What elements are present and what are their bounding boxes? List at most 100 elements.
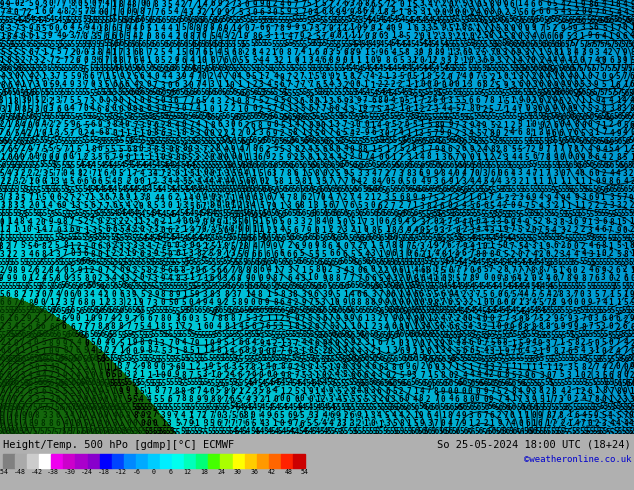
Text: 0: 0 — [174, 298, 179, 307]
Text: 54: 54 — [522, 258, 532, 267]
Text: 56: 56 — [313, 282, 322, 291]
Text: 54: 54 — [12, 16, 22, 24]
Text: 56: 56 — [278, 210, 287, 219]
Text: 5: 5 — [623, 297, 628, 307]
Text: 4: 4 — [496, 193, 501, 202]
Text: 9: 9 — [587, 8, 592, 17]
Text: 6: 6 — [574, 411, 579, 420]
Text: 55: 55 — [157, 379, 167, 388]
Text: 7: 7 — [20, 73, 24, 81]
Text: 0: 0 — [237, 97, 242, 106]
Text: 7: 7 — [280, 241, 284, 250]
Text: 8: 8 — [175, 387, 179, 396]
Text: 9: 9 — [301, 241, 306, 250]
Text: 8: 8 — [251, 363, 256, 372]
Text: 56: 56 — [200, 40, 210, 49]
Text: 5: 5 — [7, 48, 11, 57]
Text: 7: 7 — [482, 129, 487, 138]
Text: 55: 55 — [425, 282, 434, 291]
Text: 54: 54 — [530, 282, 540, 291]
Text: 0: 0 — [546, 250, 550, 259]
Text: 4: 4 — [337, 395, 341, 404]
Text: 6: 6 — [490, 169, 495, 178]
Text: 56: 56 — [0, 113, 6, 122]
Text: 55: 55 — [578, 209, 587, 218]
Text: 0: 0 — [41, 218, 46, 227]
Text: 9: 9 — [335, 314, 340, 323]
Text: 9: 9 — [330, 32, 334, 41]
Text: 7: 7 — [21, 8, 25, 17]
Text: 54: 54 — [319, 378, 328, 388]
Text: 55: 55 — [47, 210, 56, 219]
Text: 55: 55 — [82, 88, 91, 98]
Text: 55: 55 — [61, 258, 70, 267]
Text: 1: 1 — [286, 56, 291, 66]
Text: 55: 55 — [439, 331, 449, 340]
Text: 55: 55 — [515, 234, 524, 243]
Text: 4: 4 — [279, 225, 284, 235]
Text: 55: 55 — [530, 330, 540, 340]
Text: 0: 0 — [21, 273, 26, 283]
Text: 6: 6 — [335, 104, 339, 113]
Text: 3: 3 — [385, 419, 390, 428]
Text: 56: 56 — [4, 88, 13, 98]
Text: 8: 8 — [188, 395, 193, 404]
Text: 9: 9 — [98, 120, 102, 129]
Text: 55: 55 — [508, 112, 517, 121]
Text: 7: 7 — [161, 169, 165, 178]
Text: 7: 7 — [623, 72, 627, 81]
Text: 4: 4 — [217, 48, 221, 57]
Text: 2: 2 — [567, 0, 571, 8]
Text: 1: 1 — [245, 290, 250, 299]
Text: 56: 56 — [39, 330, 48, 339]
Text: 8: 8 — [133, 412, 138, 420]
Text: 5: 5 — [412, 7, 417, 16]
Text: 57: 57 — [40, 427, 49, 436]
Text: 57: 57 — [61, 427, 70, 436]
Text: 6: 6 — [399, 193, 404, 202]
Text: 55: 55 — [172, 258, 181, 267]
Text: 55: 55 — [40, 88, 49, 97]
Text: 0: 0 — [70, 249, 75, 258]
Text: 55: 55 — [67, 64, 77, 73]
Text: 4: 4 — [21, 129, 25, 138]
Text: 56: 56 — [256, 282, 264, 291]
Text: 9: 9 — [98, 314, 103, 323]
Text: 7: 7 — [84, 80, 88, 89]
Text: 0: 0 — [125, 121, 129, 129]
Text: 3: 3 — [112, 218, 116, 226]
Text: 1: 1 — [97, 169, 101, 178]
Text: 55: 55 — [445, 331, 455, 340]
Text: 8: 8 — [427, 48, 432, 57]
Text: 55: 55 — [319, 64, 328, 73]
Text: 56: 56 — [61, 331, 70, 340]
Text: 6: 6 — [266, 24, 270, 33]
Text: 0: 0 — [252, 8, 257, 17]
Text: 9: 9 — [526, 387, 530, 396]
Text: 3: 3 — [76, 80, 81, 89]
Text: 55: 55 — [459, 88, 468, 97]
Text: 9: 9 — [132, 291, 136, 299]
Text: 9: 9 — [119, 387, 123, 396]
Text: 7: 7 — [448, 314, 452, 323]
Text: 1: 1 — [384, 72, 389, 81]
Text: 0: 0 — [63, 104, 68, 113]
Text: 1: 1 — [567, 201, 571, 211]
Text: 9: 9 — [510, 322, 515, 332]
Text: 0: 0 — [216, 411, 221, 419]
Text: 54: 54 — [439, 40, 448, 49]
Text: 3: 3 — [588, 347, 593, 356]
Text: 8: 8 — [560, 218, 564, 226]
Text: 56: 56 — [383, 306, 392, 315]
Text: 6: 6 — [181, 314, 186, 323]
Text: 9: 9 — [448, 290, 453, 299]
Text: 6: 6 — [421, 266, 425, 275]
Text: 55: 55 — [332, 403, 342, 412]
Text: 56: 56 — [432, 185, 441, 194]
Text: 56: 56 — [389, 233, 399, 243]
Text: 56: 56 — [593, 16, 602, 24]
Text: 56: 56 — [425, 137, 434, 146]
Text: 6: 6 — [378, 339, 382, 347]
Text: 4: 4 — [370, 72, 375, 81]
Text: 0: 0 — [588, 72, 593, 81]
